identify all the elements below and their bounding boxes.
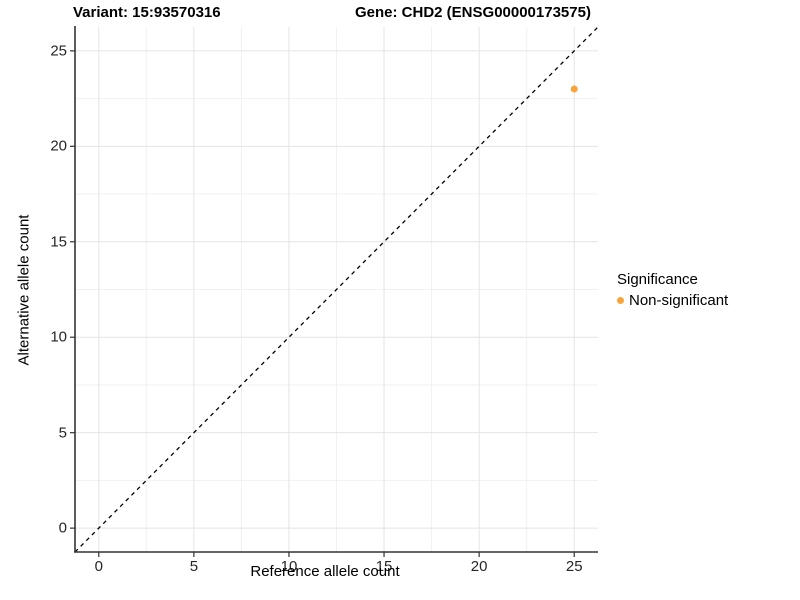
y-tick-label: 0: [58, 519, 67, 537]
y-axis-label: Alternative allele count: [15, 214, 33, 366]
y-tick-label: 5: [58, 424, 67, 442]
legend: Significance Non-significant: [617, 271, 728, 309]
identity-line: [74, 26, 599, 553]
x-tick-label: 0: [94, 558, 103, 575]
legend-title: Significance: [617, 271, 698, 288]
y-tick-label: 15: [50, 233, 67, 251]
y-tick-label: 10: [50, 328, 67, 346]
y-tick-label: 20: [50, 137, 67, 155]
legend-item-label: Non-significant: [629, 292, 729, 309]
x-axis-label: Reference allele count: [250, 563, 400, 580]
x-tick-label: 15: [375, 558, 393, 575]
plot-title-gene: Gene: CHD2 (ENSG00000173575): [355, 4, 591, 21]
legend-item-non-significant: Non-significant: [617, 292, 728, 309]
data-point: [570, 85, 578, 93]
x-tick-label: 10: [280, 558, 298, 575]
x-tick-label: 20: [470, 558, 488, 575]
y-tick-label: 25: [50, 42, 67, 60]
x-tick-label: 5: [189, 558, 199, 575]
x-tick-label: 25: [565, 558, 583, 575]
legend-point-icon: [617, 297, 624, 304]
plot-title-variant: Variant: 15:93570316: [73, 4, 221, 21]
